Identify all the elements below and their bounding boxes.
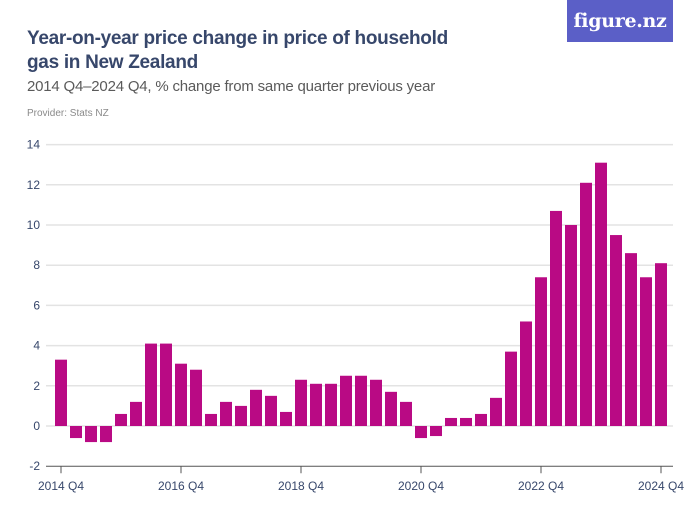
x-tick-label: 2020 Q4 bbox=[398, 479, 444, 493]
figure-nz-logo[interactable]: figure.nz bbox=[567, 0, 673, 42]
bar bbox=[505, 351, 517, 426]
y-tick-label: 0 bbox=[33, 419, 40, 433]
y-tick-label: 14 bbox=[27, 138, 41, 152]
chart-subtitle: 2014 Q4–2024 Q4, % change from same quar… bbox=[27, 78, 436, 95]
bar bbox=[610, 235, 622, 426]
bar bbox=[475, 413, 487, 426]
bar bbox=[100, 426, 112, 443]
bar bbox=[355, 375, 367, 426]
bars bbox=[55, 162, 667, 443]
x-tick-label: 2016 Q4 bbox=[158, 479, 204, 493]
bar bbox=[385, 391, 397, 426]
bar bbox=[85, 426, 97, 443]
chart-title: Year-on-year price change in price of ho… bbox=[27, 28, 448, 73]
bar bbox=[175, 363, 187, 426]
y-tick-label: 2 bbox=[33, 379, 40, 393]
bar bbox=[190, 369, 202, 426]
bar bbox=[550, 210, 562, 426]
x-tick-label: 2022 Q4 bbox=[518, 479, 564, 493]
y-axis-labels: -2 0 2 4 6 8 10 12 14 bbox=[27, 138, 41, 474]
bar bbox=[400, 401, 412, 426]
bar bbox=[220, 401, 232, 426]
bar bbox=[130, 401, 142, 426]
bar bbox=[280, 411, 292, 426]
x-tick-label: 2018 Q4 bbox=[278, 479, 324, 493]
bar bbox=[370, 379, 382, 426]
y-tick-label: 12 bbox=[27, 178, 41, 192]
bar bbox=[235, 405, 247, 426]
x-tick-label: 2024 Q4 bbox=[638, 479, 684, 493]
bar bbox=[115, 413, 127, 426]
bar bbox=[535, 277, 547, 426]
bar bbox=[595, 162, 607, 426]
bar bbox=[310, 383, 322, 426]
bar bbox=[160, 343, 172, 426]
y-tick-label: 8 bbox=[33, 258, 40, 272]
bar bbox=[70, 426, 82, 439]
bar bbox=[145, 343, 157, 426]
bar bbox=[625, 253, 637, 426]
bar bbox=[565, 225, 577, 426]
bar bbox=[445, 417, 457, 426]
y-tick-label: 10 bbox=[27, 218, 41, 232]
provider-label: Provider: Stats NZ bbox=[27, 108, 109, 119]
bar bbox=[580, 182, 592, 426]
bar bbox=[55, 359, 67, 426]
bar bbox=[250, 389, 262, 426]
bar bbox=[415, 426, 427, 439]
bar bbox=[460, 417, 472, 426]
bar bbox=[520, 321, 532, 426]
bar bbox=[340, 375, 352, 426]
bar bbox=[325, 383, 337, 426]
bar bbox=[205, 413, 217, 426]
bar bbox=[490, 397, 502, 426]
y-tick-label: -2 bbox=[29, 459, 40, 473]
bar bbox=[265, 395, 277, 426]
x-tick-label: 2014 Q4 bbox=[38, 479, 84, 493]
bar bbox=[295, 379, 307, 426]
bar bbox=[655, 263, 667, 426]
y-tick-label: 4 bbox=[33, 339, 40, 353]
y-tick-label: 6 bbox=[33, 298, 40, 312]
x-axis: 2014 Q4 2016 Q4 2018 Q4 2020 Q4 2022 Q4 2024 … bbox=[38, 465, 684, 493]
bar bbox=[640, 277, 652, 426]
bar bbox=[430, 426, 442, 437]
